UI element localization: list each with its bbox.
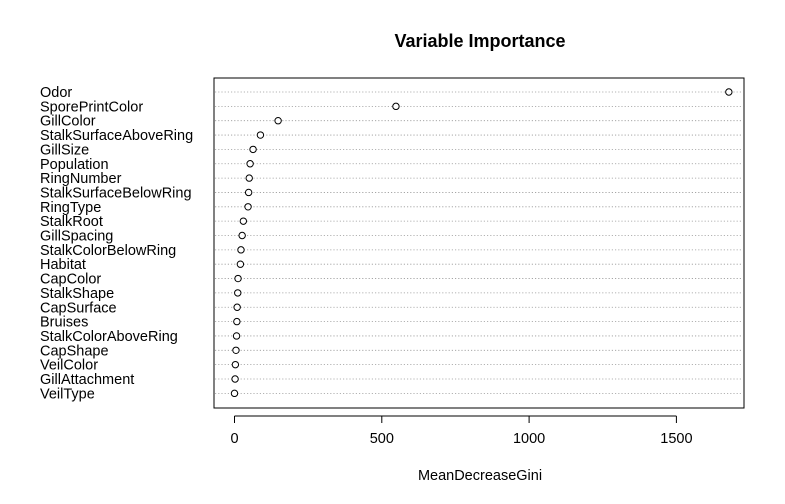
chart-title: Variable Importance: [394, 31, 565, 51]
x-tick-label: 1000: [513, 431, 545, 447]
point-CapSurface: [233, 303, 241, 311]
point-StalkColorAboveRing: [232, 332, 241, 340]
variable-label: StalkShape: [40, 286, 114, 302]
point-StalkColorBelowRing: [237, 246, 245, 254]
grid-lines: [215, 91, 743, 394]
point-StalkSurfaceBelowRing: [244, 188, 253, 197]
variable-label: StalkRoot: [40, 214, 103, 230]
variable-labels: OdorSporePrintColorGillColorStalkSurface…: [40, 85, 193, 402]
variable-label: GillAttachment: [40, 372, 134, 388]
point-RingNumber: [245, 174, 253, 182]
point-GillColor: [274, 117, 282, 125]
variable-label: Bruises: [40, 315, 88, 331]
variable-label: GillColor: [40, 114, 96, 130]
point-SporePrintColor: [392, 102, 400, 111]
variable-label: Population: [40, 157, 109, 173]
point-GillAttachment: [231, 375, 239, 383]
x-axis: 0 500 1000 1500: [230, 415, 693, 447]
variable-label: Habitat: [40, 257, 86, 273]
point-GillSize: [249, 145, 257, 154]
variable-label: SporePrintColor: [40, 99, 143, 115]
variable-label: GillSize: [40, 142, 89, 158]
point-CapColor: [234, 274, 242, 283]
variable-label: CapColor: [40, 272, 101, 288]
x-tick-label: 500: [370, 431, 394, 447]
point-CapShape: [232, 346, 240, 354]
variable-label: StalkColorBelowRing: [40, 243, 176, 259]
x-tick-label: 1500: [660, 431, 692, 447]
point-VeilColor: [231, 360, 240, 369]
point-VeilType: [230, 389, 239, 398]
variable-label: CapShape: [40, 343, 109, 359]
point-GillSpacing: [238, 231, 246, 240]
variable-label: Odor: [40, 85, 72, 101]
variable-label: StalkColorAboveRing: [40, 329, 178, 345]
variable-label: VeilType: [40, 386, 95, 402]
x-axis-label: MeanDecreaseGini: [418, 468, 542, 484]
point-StalkRoot: [239, 217, 248, 225]
point-Population: [246, 160, 254, 168]
point-Bruises: [233, 317, 241, 326]
variable-label: RingNumber: [40, 171, 122, 187]
variable-label: GillSpacing: [40, 229, 113, 245]
point-Habitat: [236, 260, 245, 268]
variable-label: CapSurface: [40, 300, 117, 316]
point-RingType: [244, 203, 252, 211]
variable-label: VeilColor: [40, 358, 98, 374]
plot-frame: [213, 77, 745, 409]
point-StalkShape: [234, 289, 242, 297]
point-Odor: [725, 88, 733, 96]
variable-label: RingType: [40, 200, 101, 216]
x-tick-label: 0: [230, 431, 238, 447]
variable-label: StalkSurfaceBelowRing: [40, 185, 192, 201]
point-StalkSurfaceAboveRing: [256, 131, 265, 139]
variable-label: StalkSurfaceAboveRing: [40, 128, 193, 144]
data-points: [230, 88, 733, 398]
